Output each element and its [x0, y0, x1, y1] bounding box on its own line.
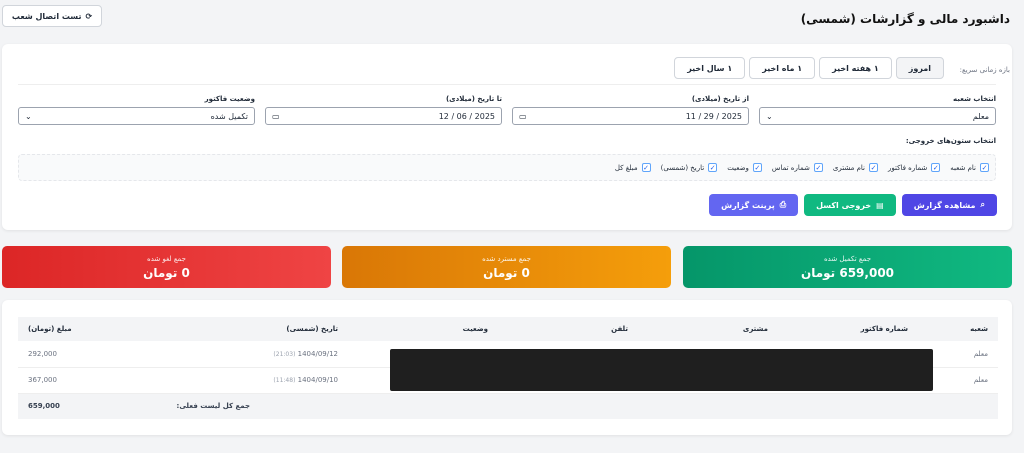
cell-amount: 292,000 — [18, 341, 138, 368]
column-checkbox[interactable]: ✓ شماره تماس — [772, 163, 823, 172]
search-icon: ⌕ — [980, 200, 985, 209]
calendar-icon: ▭ — [519, 111, 527, 121]
column-label: نام مشتری — [832, 163, 865, 172]
checkbox-checked-icon: ✓ — [931, 163, 941, 172]
quick-today-button[interactable]: امروز — [895, 57, 944, 79]
status-label: وضعیت فاکتور — [204, 95, 255, 103]
quick-year-button[interactable]: ۱ سال اخیر — [674, 57, 746, 79]
view-report-button[interactable]: ⌕ مشاهده گزارش — [901, 194, 997, 216]
column-label: شماره فاکتور — [888, 163, 928, 172]
from-date-label: از تاریخ (میلادی) — [691, 95, 749, 103]
checkbox-checked-icon: ✓ — [869, 163, 878, 172]
to-date-input[interactable]: ▭ 12 / 06 / 2025 — [265, 107, 502, 125]
col-invoice: شماره فاکتور — [778, 317, 918, 341]
branch-label: انتخاب شعبه — [953, 95, 996, 103]
checkbox-checked-icon: ✓ — [980, 163, 989, 172]
status-select[interactable]: تکمیل شده ⌄ — [18, 107, 255, 125]
stat-completed: جمع تکمیل شده 659,000 تومان — [683, 246, 1012, 288]
quick-range-buttons: امروز ۱ هفته اخیر ۱ ماه اخیر ۱ سال اخیر — [674, 57, 944, 79]
cell-date: 1404/09/12 (21:03) — [138, 341, 348, 368]
col-phone: تلفن — [498, 317, 638, 341]
from-date-input[interactable]: ▭ 11 / 29 / 2025 — [512, 107, 749, 125]
status-value: تکمیل شده — [210, 111, 248, 121]
checkbox-checked-icon: ✓ — [813, 163, 823, 172]
quick-month-button[interactable]: ۱ ماه اخیر — [749, 57, 816, 79]
print-report-label: پرینت گزارش — [721, 200, 775, 210]
column-checkbox[interactable]: ✓ نام مشتری — [833, 163, 878, 172]
chevron-down-icon: ⌄ — [25, 111, 32, 121]
column-checkbox[interactable]: ✓ تاریخ (شمسی) — [661, 163, 718, 172]
col-status: وضعیت — [348, 317, 498, 341]
stat-value: 0 تومان — [143, 266, 190, 280]
checkbox-checked-icon: ✓ — [752, 163, 762, 172]
stat-value: 659,000 تومان — [800, 266, 895, 280]
column-label: وضعیت — [727, 163, 749, 172]
total-value: 659,000 — [18, 393, 138, 419]
print-icon: ⎙ — [779, 200, 787, 209]
stat-label: جمع مسترد شده — [482, 255, 531, 263]
stat-label: جمع تکمیل شده — [823, 255, 872, 263]
columns-checkbox-group: ✓ نام شعبه ✓ شماره فاکتور ✓ نام مشتری ✓ شمار… — [18, 154, 996, 181]
total-label: جمع کل لیست فعلی: — [138, 393, 998, 419]
calendar-icon: ▭ — [272, 111, 280, 121]
column-label: شماره تماس — [771, 163, 810, 172]
cell-amount: 367,000 — [18, 367, 138, 394]
time-text: (11:48) — [273, 377, 296, 384]
page-title: داشبورد مالی و گزارشات (شمسی) — [800, 12, 1010, 26]
column-checkbox[interactable]: ✓ نام شعبه — [950, 163, 989, 172]
col-amount: مبلغ (تومان) — [18, 317, 138, 341]
stat-value: 0 تومان — [483, 266, 530, 280]
time-text: (21:03) — [273, 350, 296, 358]
branch-value: معلم — [972, 111, 989, 121]
col-date: تاریخ (شمسی) — [138, 317, 348, 341]
column-label: مبلغ کل — [614, 163, 638, 172]
test-connection-label: تست اتصال شعب — [11, 11, 82, 21]
date-text: 1404/09/12 — [297, 349, 338, 358]
total-row: جمع کل لیست فعلی: 659,000 — [18, 393, 998, 419]
column-checkbox[interactable]: ✓ وضعیت — [727, 163, 762, 172]
column-checkbox[interactable]: ✓ مبلغ کل — [615, 163, 651, 172]
date-text: 1404/09/10 — [297, 376, 338, 384]
quick-range-label: بازه زمانی سریع: — [959, 66, 1010, 74]
refresh-icon: ⟳ — [85, 11, 93, 21]
stat-refunded: جمع مسترد شده 0 تومان — [342, 246, 671, 288]
from-date-value: 11 / 29 / 2025 — [685, 111, 742, 121]
col-branch: شعبه — [918, 317, 998, 341]
checkbox-checked-icon: ✓ — [708, 163, 718, 172]
excel-export-button[interactable]: ▤ خروجی اکسل — [804, 194, 896, 216]
to-date-label: تا تاریخ (میلادی) — [445, 95, 502, 103]
cell-date: 1404/09/10 (11:48) — [138, 367, 348, 394]
column-label: تاریخ (شمسی) — [660, 163, 705, 172]
file-excel-icon: ▤ — [876, 200, 884, 210]
view-report-label: مشاهده گزارش — [913, 200, 976, 210]
stat-label: جمع لغو شده — [147, 255, 186, 263]
column-label: نام شعبه — [950, 163, 976, 172]
branch-select[interactable]: معلم ⌄ — [759, 107, 996, 125]
test-connection-button[interactable]: ⟳ تست اتصال شعب — [2, 5, 102, 27]
excel-export-label: خروجی اکسل — [816, 200, 872, 210]
chevron-down-icon: ⌄ — [766, 111, 773, 121]
columns-label: انتخاب ستون‌های خروجی: — [905, 137, 996, 145]
print-report-button[interactable]: ⎙ پرینت گزارش — [709, 194, 799, 216]
col-customer: مشتری — [638, 317, 778, 341]
to-date-value: 12 / 06 / 2025 — [438, 111, 495, 121]
divider — [18, 84, 996, 85]
checkbox-checked-icon: ✓ — [641, 163, 651, 172]
quick-week-button[interactable]: ۱ هفته اخیر — [819, 57, 892, 79]
redacted-region — [390, 349, 933, 391]
stat-cancelled: جمع لغو شده 0 تومان — [2, 246, 331, 288]
column-checkbox[interactable]: ✓ شماره فاکتور — [888, 163, 941, 172]
